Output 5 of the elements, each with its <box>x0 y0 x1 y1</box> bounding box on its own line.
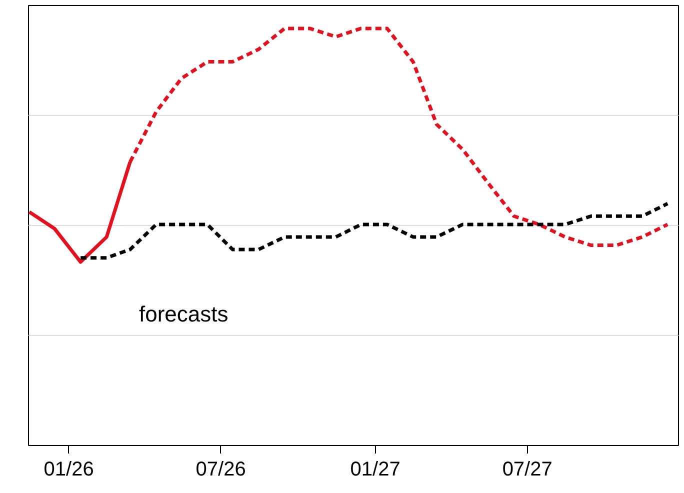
x-tick-label: 01/27 <box>350 458 400 480</box>
annotation: forecasts <box>139 302 228 327</box>
x-tick-label: 07/27 <box>502 458 552 480</box>
x-tick-label: 07/26 <box>196 458 246 480</box>
x-tick-label: 01/26 <box>44 458 94 480</box>
